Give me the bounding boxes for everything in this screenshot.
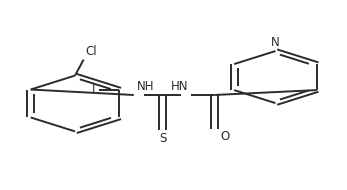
Text: NH: NH [137, 80, 155, 93]
Text: Cl: Cl [85, 45, 97, 58]
Text: N: N [271, 36, 280, 49]
Text: O: O [220, 130, 230, 143]
Text: I: I [92, 83, 95, 96]
Text: HN: HN [170, 80, 188, 93]
Text: S: S [159, 132, 166, 145]
